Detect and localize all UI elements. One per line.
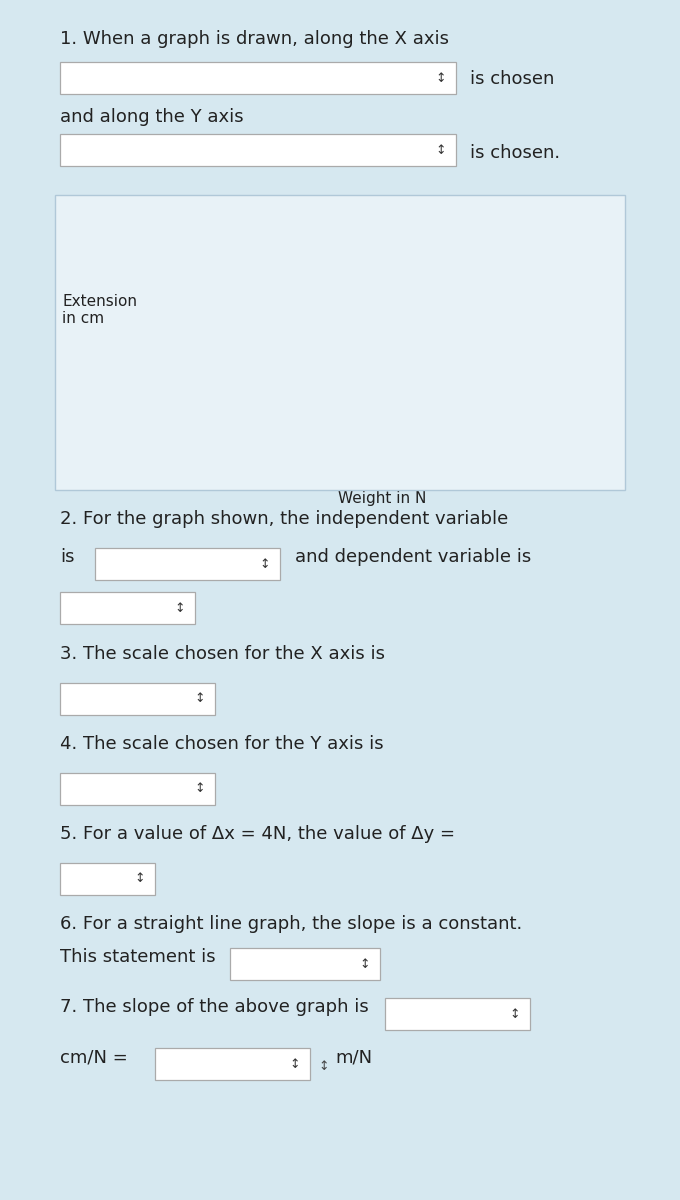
Text: ↕: ↕ [135,872,146,886]
Point [453,290,464,310]
Text: ↕: ↕ [318,1060,328,1073]
Point [529,251,540,270]
X-axis label: Weight in N: Weight in N [339,491,426,505]
Text: m/N: m/N [335,1048,372,1066]
Text: ↕: ↕ [290,1057,301,1070]
Text: is chosen.: is chosen. [470,144,560,162]
Text: ↕: ↕ [194,782,205,796]
Text: ↕: ↕ [194,692,205,706]
Text: Extension
in cm: Extension in cm [62,294,137,326]
Text: 3. The scale chosen for the X axis is: 3. The scale chosen for the X axis is [60,646,385,662]
Text: and along the Y axis: and along the Y axis [60,108,243,126]
Text: and dependent variable is: and dependent variable is [295,548,531,566]
Point [377,330,388,349]
Text: 4. The scale chosen for the Y axis is: 4. The scale chosen for the Y axis is [60,734,384,754]
Text: is chosen: is chosen [470,70,554,88]
Text: ↕: ↕ [360,958,371,971]
Point [225,410,236,430]
Text: 6. For a straight line graph, the slope is a constant.: 6. For a straight line graph, the slope … [60,914,522,934]
Text: is: is [60,548,75,566]
Text: cm/N =: cm/N = [60,1048,128,1066]
Text: 5. For a value of Δx = 4N, the value of Δy =: 5. For a value of Δx = 4N, the value of … [60,826,455,842]
Text: ↕: ↕ [510,1008,520,1020]
Text: 7. The slope of the above graph is: 7. The slope of the above graph is [60,998,369,1016]
Text: ↕: ↕ [175,601,185,614]
Text: ↕: ↕ [436,144,446,156]
Text: 2. For the graph shown, the independent variable: 2. For the graph shown, the independent … [60,510,508,528]
Text: This statement is: This statement is [60,948,216,966]
Text: ↕: ↕ [436,72,446,84]
Point [605,210,615,229]
Text: ↕: ↕ [260,558,270,570]
Point [301,371,312,390]
Text: 1. When a graph is drawn, along the X axis: 1. When a graph is drawn, along the X ax… [60,30,449,48]
